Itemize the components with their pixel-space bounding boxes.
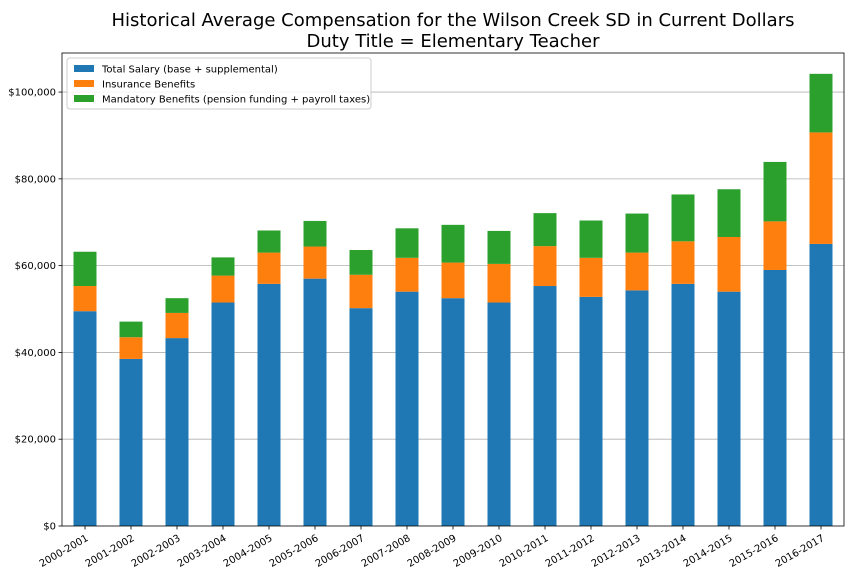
bar-segment-series-0 [395,291,419,526]
x-tick-label: 2001-2002 [84,533,137,570]
bar-segment-series-1 [73,286,97,312]
bar-segment-series-1 [763,221,787,270]
bar-segment-series-1 [257,252,281,284]
x-tick-label: 2003-2004 [176,533,229,570]
bar-segment-series-1 [211,275,235,303]
y-tick-label: $100,000 [8,88,56,99]
bar-segment-series-1 [119,337,143,359]
legend-swatch [74,95,94,102]
x-tick-label: 2015-2016 [728,533,781,570]
x-tick-label: 2009-2010 [452,533,505,570]
bar-segment-series-2 [809,73,833,133]
bar-segment-series-0 [579,296,603,526]
bar-segment-series-0 [73,311,97,526]
bar-segment-series-0 [211,302,235,526]
bar-segment-series-1 [165,312,189,339]
bar-segment-series-2 [671,194,695,242]
x-tick-label: 2005-2006 [268,533,321,570]
legend: Total Salary (base + supplemental) Insura… [66,57,372,110]
legend-box [66,57,372,110]
legend-label: Insurance Benefits [102,80,195,91]
legend-label: Mandatory Benefits (pension funding + pa… [102,95,370,106]
bars [73,73,833,526]
y-tick-label: $60,000 [15,261,56,272]
bar-segment-series-1 [441,262,465,299]
x-tick-label: 2004-2005 [222,533,275,570]
bar-segment-series-1 [579,257,603,297]
bar-segment-series-0 [487,302,511,526]
bar-segment-series-0 [717,291,741,526]
bar-segment-series-1 [303,246,327,279]
legend-label: Total Salary (base + supplemental) [101,65,278,76]
bar-segment-series-1 [717,236,741,292]
y-tick-label: $80,000 [15,174,56,185]
bar-segment-series-0 [257,283,281,526]
x-tick-label: 2006-2007 [314,533,367,570]
chart-title: Historical Average Compensation for the … [112,10,795,31]
legend-swatch [74,65,94,72]
x-tick-label: 2011-2012 [544,533,597,570]
bar-segment-series-1 [809,132,833,244]
x-tick-label: 2016-2017 [774,533,827,570]
bar-segment-series-1 [533,246,557,287]
bar-segment-series-0 [303,278,327,526]
bar-segment-series-1 [395,257,419,292]
bar-segment-series-2 [211,257,235,276]
bar-segment-series-2 [349,250,373,275]
bar-segment-series-2 [165,298,189,313]
bar-segment-series-2 [119,321,143,338]
bar-segment-series-2 [533,213,557,247]
bar-segment-series-0 [119,358,143,526]
x-tick-label: 2008-2009 [406,533,459,570]
bar-segment-series-0 [625,290,649,526]
x-tick-label: 2010-2011 [498,533,551,570]
bar-segment-series-2 [717,189,741,237]
bar-segment-series-1 [349,274,373,309]
bar-segment-series-2 [73,251,97,287]
x-tick-label: 2012-2013 [590,533,643,570]
x-tick-label: 2007-2008 [360,533,413,570]
bar-segment-series-2 [395,228,419,258]
bar-segment-series-0 [671,283,695,526]
bar-segment-series-2 [579,220,603,258]
bar-segment-series-2 [303,220,327,247]
y-tick-label: $0 [43,522,56,533]
bar-segment-series-2 [441,224,465,263]
x-tick-label: 2014-2015 [682,533,735,570]
y-tick-label: $40,000 [15,348,56,359]
bar-segment-series-0 [763,269,787,526]
bar-segment-series-1 [671,241,695,284]
x-tick-label: 2013-2014 [636,533,689,570]
bar-segment-series-2 [625,213,649,253]
bar-segment-series-1 [487,263,511,303]
bar-segment-series-0 [533,286,557,526]
y-tick-label: $20,000 [15,435,56,446]
bar-segment-series-1 [625,252,649,291]
bar-segment-series-2 [763,161,787,222]
bar-segment-series-2 [487,230,511,264]
x-tick-label: 2002-2003 [130,533,183,570]
chart-subtitle: Duty Title = Elementary Teacher [307,31,601,52]
bar-segment-series-2 [257,230,281,253]
x-tick-label: 2000-2001 [38,533,91,570]
plot-frame [61,52,845,527]
legend-swatch [74,80,94,87]
bar-segment-series-0 [165,338,189,526]
bar-segment-series-0 [809,243,833,526]
bar-segment-series-0 [441,298,465,526]
bar-segment-series-0 [349,308,373,526]
